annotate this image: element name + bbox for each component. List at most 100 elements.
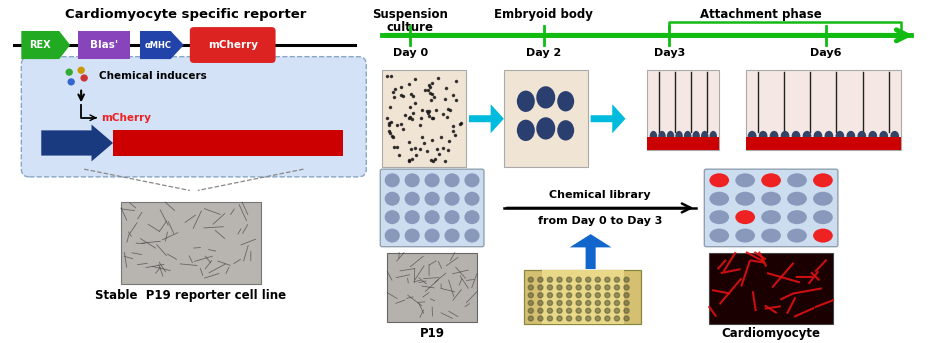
Ellipse shape — [709, 192, 729, 206]
Circle shape — [614, 293, 619, 298]
Text: mCherry: mCherry — [101, 113, 151, 123]
Bar — [746, 70, 900, 150]
Circle shape — [595, 316, 600, 321]
Ellipse shape — [536, 86, 555, 108]
Ellipse shape — [781, 131, 789, 142]
Ellipse shape — [405, 192, 420, 206]
Circle shape — [586, 300, 591, 306]
Circle shape — [547, 293, 552, 298]
Circle shape — [566, 316, 572, 321]
Text: Attachment phase: Attachment phase — [700, 8, 822, 21]
Circle shape — [624, 316, 629, 321]
Circle shape — [624, 293, 629, 298]
Circle shape — [547, 285, 552, 290]
Circle shape — [614, 285, 619, 290]
Circle shape — [614, 308, 619, 313]
Ellipse shape — [748, 131, 757, 142]
Ellipse shape — [735, 228, 755, 243]
Bar — [542, 270, 624, 324]
Ellipse shape — [684, 131, 692, 142]
Circle shape — [557, 308, 562, 313]
Circle shape — [528, 316, 533, 321]
Ellipse shape — [444, 210, 460, 224]
Circle shape — [576, 285, 581, 290]
Ellipse shape — [667, 131, 674, 142]
Circle shape — [605, 293, 610, 298]
Circle shape — [605, 277, 610, 282]
Ellipse shape — [536, 117, 555, 140]
Ellipse shape — [658, 131, 666, 142]
Circle shape — [547, 300, 552, 306]
Circle shape — [557, 316, 562, 321]
Circle shape — [586, 277, 591, 282]
FancyBboxPatch shape — [21, 57, 366, 177]
Bar — [387, 252, 477, 322]
Circle shape — [614, 316, 619, 321]
Bar — [113, 130, 344, 156]
Ellipse shape — [846, 131, 856, 142]
Circle shape — [557, 300, 562, 306]
Text: P19: P19 — [420, 327, 445, 340]
Ellipse shape — [385, 210, 399, 224]
Circle shape — [624, 285, 629, 290]
Circle shape — [624, 308, 629, 313]
Circle shape — [566, 277, 572, 282]
Circle shape — [538, 300, 543, 306]
Ellipse shape — [869, 131, 877, 142]
Text: Cardiomyocyte specific reporter: Cardiomyocyte specific reporter — [65, 8, 306, 21]
Circle shape — [557, 285, 562, 290]
Ellipse shape — [787, 173, 807, 187]
Ellipse shape — [890, 131, 899, 142]
Text: Day 0: Day 0 — [393, 48, 427, 58]
Circle shape — [595, 308, 600, 313]
Ellipse shape — [803, 131, 811, 142]
Circle shape — [557, 293, 562, 298]
Ellipse shape — [558, 91, 574, 111]
Ellipse shape — [709, 228, 729, 243]
Text: Embryoid body: Embryoid body — [494, 8, 593, 21]
Bar — [121, 202, 261, 284]
Circle shape — [576, 293, 581, 298]
Ellipse shape — [444, 228, 460, 243]
Circle shape — [624, 300, 629, 306]
Ellipse shape — [735, 173, 755, 187]
Ellipse shape — [735, 210, 755, 224]
FancyBboxPatch shape — [380, 169, 484, 247]
Circle shape — [605, 300, 610, 306]
Ellipse shape — [735, 192, 755, 206]
Circle shape — [538, 316, 543, 321]
Ellipse shape — [425, 210, 439, 224]
Circle shape — [576, 308, 581, 313]
Bar — [78, 31, 130, 59]
Circle shape — [576, 277, 581, 282]
FancyBboxPatch shape — [704, 169, 838, 247]
Circle shape — [576, 300, 581, 306]
Ellipse shape — [813, 173, 833, 187]
Ellipse shape — [558, 120, 574, 141]
Text: Suspension: Suspension — [372, 8, 448, 21]
Polygon shape — [570, 234, 612, 269]
Ellipse shape — [385, 173, 399, 187]
Text: Stable  P19 reporter cell line: Stable P19 reporter cell line — [95, 289, 287, 303]
Ellipse shape — [385, 192, 399, 206]
Circle shape — [595, 285, 600, 290]
Text: Blas': Blas' — [90, 40, 118, 50]
Ellipse shape — [385, 228, 399, 243]
Ellipse shape — [465, 192, 479, 206]
Circle shape — [595, 293, 600, 298]
Ellipse shape — [762, 210, 781, 224]
Circle shape — [614, 277, 619, 282]
Polygon shape — [140, 31, 183, 59]
Ellipse shape — [813, 228, 833, 243]
Ellipse shape — [405, 210, 420, 224]
Ellipse shape — [405, 228, 420, 243]
Ellipse shape — [675, 131, 682, 142]
Circle shape — [586, 285, 591, 290]
Text: Day 2: Day 2 — [526, 48, 561, 58]
Circle shape — [538, 308, 543, 313]
Ellipse shape — [835, 131, 844, 142]
Ellipse shape — [517, 91, 534, 112]
Ellipse shape — [693, 131, 700, 142]
Circle shape — [68, 79, 74, 85]
Circle shape — [566, 308, 572, 313]
